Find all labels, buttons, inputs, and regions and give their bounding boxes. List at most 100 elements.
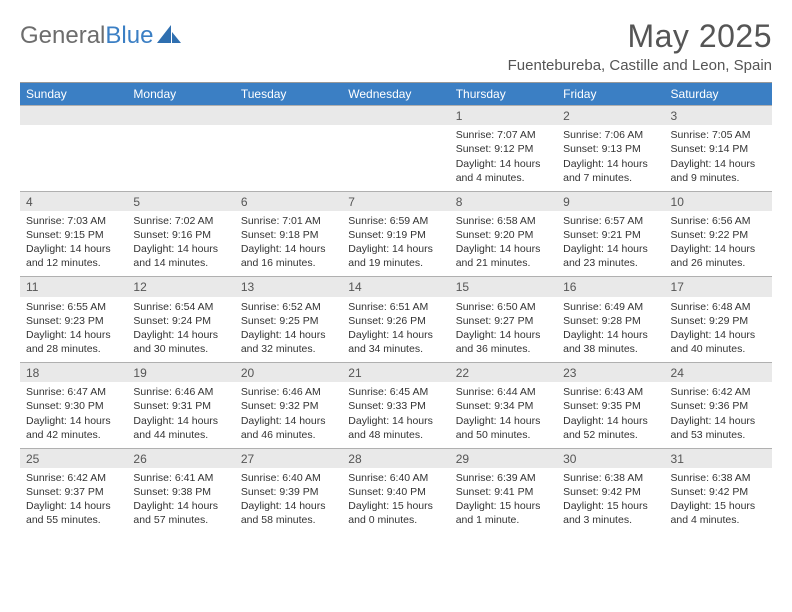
daylight-text: Daylight: 14 hours (563, 414, 658, 428)
sunrise-text: Sunrise: 6:45 AM (348, 385, 443, 399)
day-content-cell: Sunrise: 6:45 AMSunset: 9:33 PMDaylight:… (342, 382, 449, 448)
daylight-text: and 23 minutes. (563, 256, 658, 270)
sunrise-text: Sunrise: 6:38 AM (563, 471, 658, 485)
daylight-text: Daylight: 14 hours (456, 157, 551, 171)
daylight-text: and 57 minutes. (133, 513, 228, 527)
day-content-cell: Sunrise: 6:39 AMSunset: 9:41 PMDaylight:… (450, 468, 557, 534)
title-block: May 2025 Fuentebureba, Castille and Leon… (508, 18, 772, 74)
sunrise-text: Sunrise: 6:56 AM (671, 214, 766, 228)
sunrise-text: Sunrise: 6:42 AM (671, 385, 766, 399)
sunset-text: Sunset: 9:31 PM (133, 399, 228, 413)
sunrise-text: Sunrise: 7:03 AM (26, 214, 121, 228)
day-content-cell: Sunrise: 7:03 AMSunset: 9:15 PMDaylight:… (20, 211, 127, 277)
daylight-text: and 1 minute. (456, 513, 551, 527)
day-content-row: Sunrise: 7:03 AMSunset: 9:15 PMDaylight:… (20, 211, 772, 277)
sunset-text: Sunset: 9:15 PM (26, 228, 121, 242)
sunset-text: Sunset: 9:21 PM (563, 228, 658, 242)
daylight-text: Daylight: 14 hours (241, 328, 336, 342)
day-number-cell: 26 (127, 448, 234, 468)
daylight-text: Daylight: 14 hours (241, 414, 336, 428)
daylight-text: Daylight: 15 hours (563, 499, 658, 513)
sunset-text: Sunset: 9:37 PM (26, 485, 121, 499)
sunset-text: Sunset: 9:35 PM (563, 399, 658, 413)
day-header: Thursday (450, 83, 557, 106)
day-content-cell: Sunrise: 6:47 AMSunset: 9:30 PMDaylight:… (20, 382, 127, 448)
day-content-cell: Sunrise: 6:51 AMSunset: 9:26 PMDaylight:… (342, 297, 449, 363)
day-content-row: Sunrise: 6:42 AMSunset: 9:37 PMDaylight:… (20, 468, 772, 534)
day-number-cell: 29 (450, 448, 557, 468)
sunrise-text: Sunrise: 6:42 AM (26, 471, 121, 485)
day-number-cell: 9 (557, 191, 664, 211)
daylight-text: and 44 minutes. (133, 428, 228, 442)
sunrise-text: Sunrise: 6:40 AM (348, 471, 443, 485)
day-number-cell (20, 106, 127, 126)
sunset-text: Sunset: 9:39 PM (241, 485, 336, 499)
daylight-text: Daylight: 14 hours (563, 242, 658, 256)
day-number-cell (342, 106, 449, 126)
day-content-cell: Sunrise: 6:40 AMSunset: 9:39 PMDaylight:… (235, 468, 342, 534)
daylight-text: Daylight: 14 hours (133, 499, 228, 513)
day-number-cell: 10 (665, 191, 772, 211)
day-content-row: Sunrise: 6:55 AMSunset: 9:23 PMDaylight:… (20, 297, 772, 363)
sunrise-text: Sunrise: 6:46 AM (133, 385, 228, 399)
sunset-text: Sunset: 9:24 PM (133, 314, 228, 328)
day-header: Saturday (665, 83, 772, 106)
daylight-text: and 55 minutes. (26, 513, 121, 527)
sunset-text: Sunset: 9:42 PM (671, 485, 766, 499)
header: GeneralBlue May 2025 Fuentebureba, Casti… (20, 18, 772, 74)
sunrise-text: Sunrise: 7:07 AM (456, 128, 551, 142)
sunset-text: Sunset: 9:26 PM (348, 314, 443, 328)
sunrise-text: Sunrise: 6:59 AM (348, 214, 443, 228)
daylight-text: and 4 minutes. (456, 171, 551, 185)
daylight-text: Daylight: 14 hours (241, 499, 336, 513)
day-number-cell: 11 (20, 277, 127, 297)
sunrise-text: Sunrise: 6:43 AM (563, 385, 658, 399)
day-content-cell: Sunrise: 6:43 AMSunset: 9:35 PMDaylight:… (557, 382, 664, 448)
daylight-text: and 34 minutes. (348, 342, 443, 356)
day-number-cell: 25 (20, 448, 127, 468)
daylight-text: and 52 minutes. (563, 428, 658, 442)
daylight-text: Daylight: 14 hours (26, 414, 121, 428)
daylight-text: and 38 minutes. (563, 342, 658, 356)
daylight-text: and 0 minutes. (348, 513, 443, 527)
day-header: Monday (127, 83, 234, 106)
day-content-cell: Sunrise: 7:06 AMSunset: 9:13 PMDaylight:… (557, 125, 664, 191)
daylight-text: Daylight: 14 hours (26, 242, 121, 256)
sunset-text: Sunset: 9:41 PM (456, 485, 551, 499)
day-number-row: 45678910 (20, 191, 772, 211)
day-content-cell: Sunrise: 6:58 AMSunset: 9:20 PMDaylight:… (450, 211, 557, 277)
location-text: Fuentebureba, Castille and Leon, Spain (508, 57, 772, 74)
daylight-text: and 53 minutes. (671, 428, 766, 442)
day-number-cell: 17 (665, 277, 772, 297)
day-number-cell: 30 (557, 448, 664, 468)
day-number-cell: 7 (342, 191, 449, 211)
calendar-table: SundayMondayTuesdayWednesdayThursdayFrid… (20, 82, 772, 534)
day-content-cell: Sunrise: 6:52 AMSunset: 9:25 PMDaylight:… (235, 297, 342, 363)
daylight-text: Daylight: 14 hours (563, 157, 658, 171)
day-number-cell: 27 (235, 448, 342, 468)
sunrise-text: Sunrise: 6:51 AM (348, 300, 443, 314)
day-content-cell: Sunrise: 6:38 AMSunset: 9:42 PMDaylight:… (665, 468, 772, 534)
sunrise-text: Sunrise: 6:58 AM (456, 214, 551, 228)
day-number-cell: 18 (20, 363, 127, 383)
sunrise-text: Sunrise: 7:06 AM (563, 128, 658, 142)
day-number-cell (235, 106, 342, 126)
daylight-text: and 12 minutes. (26, 256, 121, 270)
daylight-text: Daylight: 14 hours (26, 499, 121, 513)
daylight-text: Daylight: 15 hours (671, 499, 766, 513)
sunset-text: Sunset: 9:42 PM (563, 485, 658, 499)
daylight-text: and 48 minutes. (348, 428, 443, 442)
daylight-text: and 28 minutes. (26, 342, 121, 356)
daylight-text: Daylight: 14 hours (671, 157, 766, 171)
daylight-text: and 30 minutes. (133, 342, 228, 356)
day-number-cell: 3 (665, 106, 772, 126)
daylight-text: and 42 minutes. (26, 428, 121, 442)
day-number-row: 11121314151617 (20, 277, 772, 297)
sunset-text: Sunset: 9:16 PM (133, 228, 228, 242)
day-content-cell: Sunrise: 6:57 AMSunset: 9:21 PMDaylight:… (557, 211, 664, 277)
day-content-row: Sunrise: 7:07 AMSunset: 9:12 PMDaylight:… (20, 125, 772, 191)
sunset-text: Sunset: 9:14 PM (671, 142, 766, 156)
daylight-text: and 32 minutes. (241, 342, 336, 356)
day-number-row: 18192021222324 (20, 363, 772, 383)
day-number-cell: 15 (450, 277, 557, 297)
